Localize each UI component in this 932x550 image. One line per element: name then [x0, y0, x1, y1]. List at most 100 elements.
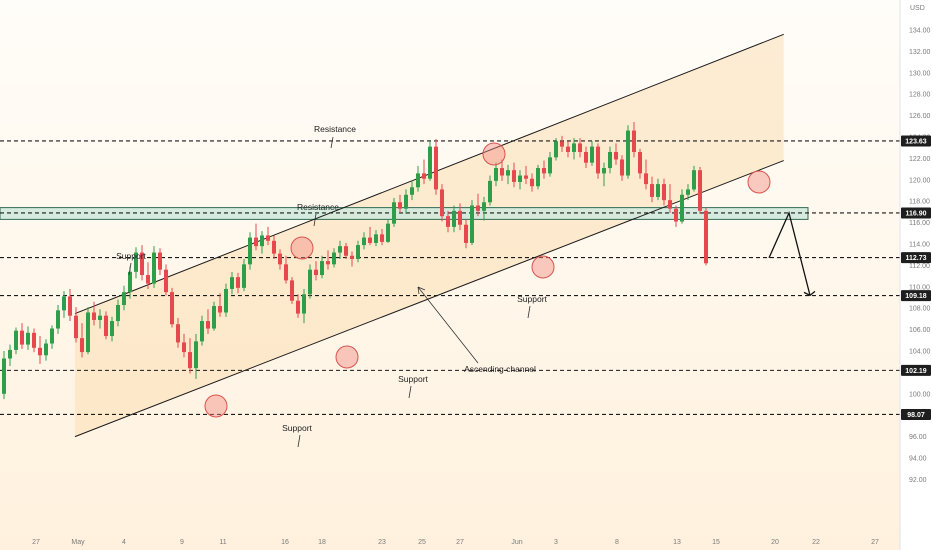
candle-body-116: [698, 170, 702, 211]
candle-body-38: [230, 277, 234, 289]
level-badge-2: [901, 252, 931, 264]
x-tick-16: 22: [812, 539, 820, 546]
candle-body-91: [548, 157, 552, 174]
touch-circle-2: [204, 394, 228, 418]
candle-body-115: [692, 170, 696, 190]
candle-body-89: [536, 168, 540, 187]
candle-body-104: [626, 130, 630, 176]
price-axis-background: [900, 0, 932, 550]
candle-body-117: [704, 210, 708, 264]
candle-body-32: [194, 341, 198, 369]
candle-body-50: [302, 294, 306, 314]
level-badge-4: [901, 364, 931, 376]
candle-body-34: [206, 321, 210, 329]
candle-body-75: [452, 210, 456, 227]
touch-circle-3: [482, 142, 506, 166]
candle-body-28: [170, 292, 174, 325]
candle-body-57: [344, 246, 348, 256]
candle-body-102: [614, 151, 618, 160]
candle-body-62: [374, 234, 378, 243]
y-tick-0: 134.00: [909, 28, 931, 35]
candle-body-68: [410, 187, 414, 195]
level-badge-label-1: 116.90: [905, 210, 926, 217]
candle-body-14: [86, 312, 90, 353]
candle-body-65: [392, 202, 396, 224]
candle-body-37: [224, 288, 228, 313]
x-tick-4: 11: [219, 539, 226, 546]
annotation-support-left: Support: [116, 251, 146, 261]
annotation-support-low: Support: [398, 374, 428, 384]
y-tick-17: 100.00: [909, 391, 931, 398]
candle-body-59: [356, 245, 360, 259]
candle-body-53: [320, 261, 324, 276]
candle-body-113: [680, 194, 684, 222]
candle-body-67: [404, 194, 408, 209]
x-tick-10: Jun: [511, 539, 522, 546]
candle-body-12: [74, 315, 78, 339]
projection-arrowhead: [803, 290, 816, 297]
x-tick-6: 18: [318, 539, 326, 546]
candle-body-114: [686, 189, 690, 195]
x-tick-13: 13: [673, 539, 681, 546]
candle-body-1: [8, 349, 12, 359]
candle-body-95: [572, 143, 576, 152]
candle-body-30: [182, 342, 186, 353]
pointer-tick-2: [128, 262, 132, 276]
candle-body-2: [14, 330, 18, 350]
candle-body-15: [92, 312, 96, 320]
x-tick-7: 23: [378, 539, 386, 546]
candle-body-47: [284, 264, 288, 281]
candle-body-43: [260, 235, 264, 247]
y-tick-1: 132.00: [909, 49, 931, 56]
y-tick-6: 122.00: [909, 156, 931, 163]
candle-body-52: [314, 269, 318, 276]
x-tick-15: 20: [771, 539, 779, 546]
candle-body-40: [242, 264, 246, 288]
annotation-ascending-channel: Ascending channel: [464, 364, 536, 374]
channel-pointer-line: [417, 286, 479, 364]
candle-body-5: [32, 332, 36, 348]
pointer-tick-5: [297, 434, 301, 448]
pointer-tick-1: [313, 213, 317, 227]
level-badge-label-5: 98.07: [907, 412, 925, 419]
candle-body-79: [476, 205, 480, 211]
candle-body-81: [488, 180, 492, 203]
time-axis-ticks: 27 May 4 9 11 16 18 23 25 27 Jun 3 8 13 15 20 22 27: [32, 539, 879, 546]
x-tick-0: 27: [32, 539, 40, 546]
y-tick-13: 108.00: [909, 306, 931, 313]
level-badge-label-3: 109.18: [905, 293, 927, 300]
candle-body-90: [542, 168, 546, 174]
candle-body-78: [470, 205, 474, 243]
level-badge-1: [901, 207, 931, 219]
currency-label: USD: [910, 5, 925, 12]
candle-body-31: [188, 352, 192, 369]
candle-body-101: [608, 151, 612, 169]
price-levels: [0, 140, 900, 416]
candle-body-97: [584, 151, 588, 163]
projection-path: [768, 210, 811, 296]
y-tick-3: 128.00: [909, 92, 931, 99]
candle-body-42: [254, 237, 258, 247]
x-tick-3: 9: [180, 539, 184, 546]
pointer-tick-4: [408, 385, 412, 399]
y-tick-4: 126.00: [909, 113, 931, 120]
candle-body-35: [212, 306, 216, 329]
annotation-support-mid: Support: [517, 294, 547, 304]
candle-body-18: [110, 321, 114, 337]
candle-body-63: [380, 234, 384, 242]
level-badge-label-2: 112.73: [905, 255, 926, 262]
plot-background: [0, 0, 900, 550]
candle-body-16: [98, 315, 102, 320]
candle-body-8: [50, 328, 54, 344]
y-tick-21: 92.00: [909, 477, 927, 484]
x-tick-9: 27: [456, 539, 464, 546]
annotation-support-bottom: Support: [282, 423, 312, 433]
candle-body-45: [272, 240, 276, 254]
candle-body-99: [596, 146, 600, 174]
candle-body-77: [464, 224, 468, 243]
y-tick-9: 116.00: [909, 220, 930, 227]
candle-body-110: [662, 184, 666, 201]
candle-body-103: [620, 159, 624, 176]
candle-body-92: [554, 141, 558, 158]
candle-body-13: [80, 338, 84, 353]
